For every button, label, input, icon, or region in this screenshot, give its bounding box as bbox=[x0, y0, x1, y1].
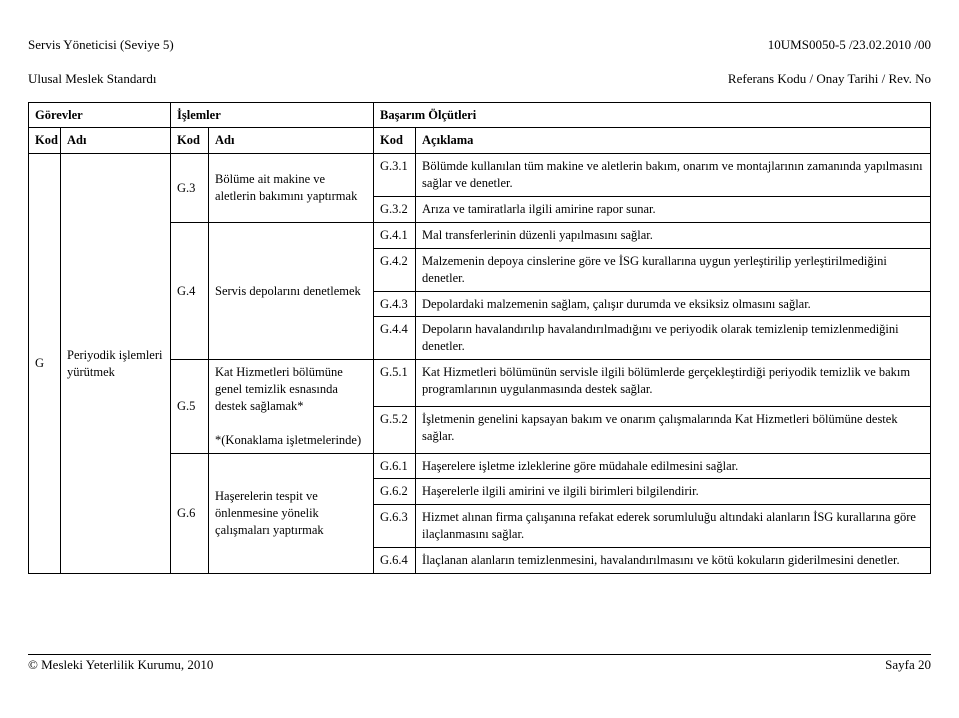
olcut-kod: G.3.1 bbox=[374, 154, 416, 197]
olcut-kod: G.5.2 bbox=[374, 406, 416, 453]
th-kod-2: Kod bbox=[171, 128, 209, 154]
islem-kod-g5: G.5 bbox=[171, 360, 209, 453]
header-right: 10UMS0050-5 /23.02.2010 /00 Referans Kod… bbox=[728, 20, 931, 88]
olcut-text: Depoların havalandırılıp havalandırılmad… bbox=[416, 317, 931, 360]
olcut-kod: G.6.3 bbox=[374, 505, 416, 548]
olcut-kod: G.4.1 bbox=[374, 222, 416, 248]
olcut-kod: G.6.1 bbox=[374, 453, 416, 479]
olcut-text: İlaçlanan alanların temizlenmesini, hava… bbox=[416, 548, 931, 574]
footer-right: Sayfa 20 bbox=[885, 657, 931, 673]
olcut-kod: G.4.2 bbox=[374, 248, 416, 291]
islem-adi-g5: Kat Hizmetleri bölümüne genel temizlik e… bbox=[209, 360, 374, 453]
criteria-table: Görevler İşlemler Başarım Ölçütleri Kod … bbox=[28, 102, 931, 574]
olcut-text: Mal transferlerinin düzenli yapılmasını … bbox=[416, 222, 931, 248]
header-left: Servis Yöneticisi (Seviye 5) Ulusal Mesl… bbox=[28, 20, 174, 88]
page-footer: © Mesleki Yeterlilik Kurumu, 2010 Sayfa … bbox=[28, 654, 931, 673]
table-header-row-1: Görevler İşlemler Başarım Ölçütleri bbox=[29, 102, 931, 128]
islem-kod-g6: G.6 bbox=[171, 453, 209, 573]
islem-adi-g4: Servis depolarını denetlemek bbox=[209, 222, 374, 359]
olcut-text: Hizmet alınan firma çalışanına refakat e… bbox=[416, 505, 931, 548]
olcut-text: Haşerelerle ilgili amirini ve ilgili bir… bbox=[416, 479, 931, 505]
th-gorevler: Görevler bbox=[29, 102, 171, 128]
olcut-text: Depolardaki malzemenin sağlam, çalışır d… bbox=[416, 291, 931, 317]
th-islemler: İşlemler bbox=[171, 102, 374, 128]
gorev-adi: Periyodik işlemleri yürütmek bbox=[61, 154, 171, 574]
olcut-kod: G.4.3 bbox=[374, 291, 416, 317]
islem-kod-g4: G.4 bbox=[171, 222, 209, 359]
header-left-line1: Servis Yöneticisi (Seviye 5) bbox=[28, 37, 174, 52]
th-aciklama: Açıklama bbox=[416, 128, 931, 154]
olcut-text: Haşerelere işletme izleklerine göre müda… bbox=[416, 453, 931, 479]
islem-adi-g3: Bölüme ait makine ve aletlerin bakımını … bbox=[209, 154, 374, 223]
gorev-kod: G bbox=[29, 154, 61, 574]
table-header-row-2: Kod Adı Kod Adı Kod Açıklama bbox=[29, 128, 931, 154]
header-right-line2: Referans Kodu / Onay Tarihi / Rev. No bbox=[728, 71, 931, 86]
olcut-text: Kat Hizmetleri bölümünün servisle ilgili… bbox=[416, 360, 931, 407]
olcut-kod: G.3.2 bbox=[374, 197, 416, 223]
th-adi-1: Adı bbox=[61, 128, 171, 154]
olcut-kod: G.6.4 bbox=[374, 548, 416, 574]
table-row: G Periyodik işlemleri yürütmek G.3 Bölüm… bbox=[29, 154, 931, 197]
page-header: Servis Yöneticisi (Seviye 5) Ulusal Mesl… bbox=[28, 20, 931, 88]
olcut-text: İşletmenin genelini kapsayan bakım ve on… bbox=[416, 406, 931, 453]
th-adi-2: Adı bbox=[209, 128, 374, 154]
header-right-line1: 10UMS0050-5 /23.02.2010 /00 bbox=[768, 37, 931, 52]
islem-kod-g3: G.3 bbox=[171, 154, 209, 223]
olcut-text: Malzemenin depoya cinslerine göre ve İSG… bbox=[416, 248, 931, 291]
olcut-text: Arıza ve tamiratlarla ilgili amirine rap… bbox=[416, 197, 931, 223]
olcut-text: Bölümde kullanılan tüm makine ve aletler… bbox=[416, 154, 931, 197]
th-kod-1: Kod bbox=[29, 128, 61, 154]
islem-adi-g6: Haşerelerin tespit ve önlenmesine yöneli… bbox=[209, 453, 374, 573]
th-kod-3: Kod bbox=[374, 128, 416, 154]
header-left-line2: Ulusal Meslek Standardı bbox=[28, 71, 157, 86]
th-basarim: Başarım Ölçütleri bbox=[374, 102, 931, 128]
olcut-kod: G.4.4 bbox=[374, 317, 416, 360]
olcut-kod: G.5.1 bbox=[374, 360, 416, 407]
olcut-kod: G.6.2 bbox=[374, 479, 416, 505]
footer-left: © Mesleki Yeterlilik Kurumu, 2010 bbox=[28, 657, 213, 673]
